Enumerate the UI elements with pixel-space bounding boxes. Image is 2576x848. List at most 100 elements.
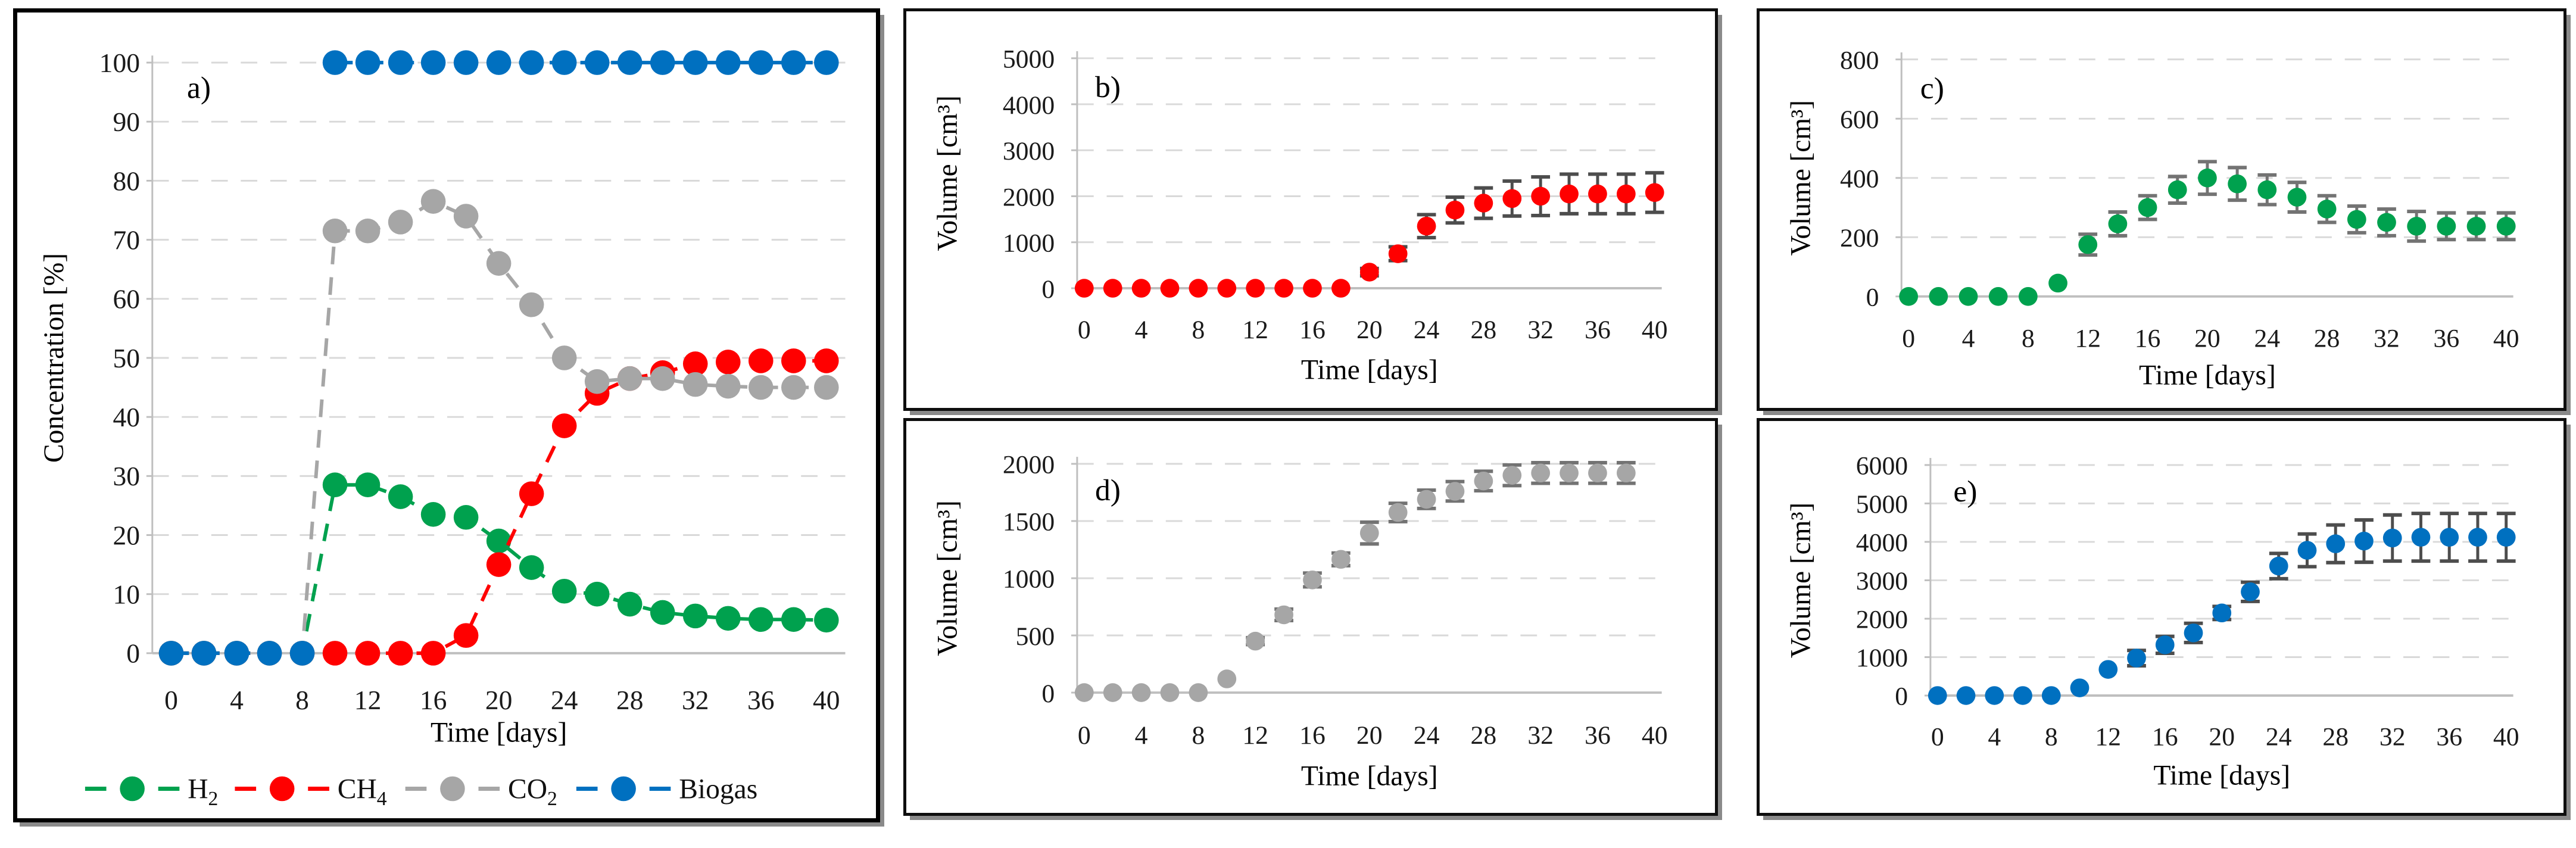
svg-text:0: 0 [1895,682,1908,711]
svg-text:Concentration [%]: Concentration [%] [39,253,70,463]
svg-text:0: 0 [1866,283,1879,312]
svg-text:12: 12 [2095,723,2121,752]
svg-text:30: 30 [113,461,140,491]
svg-text:e): e) [1953,475,1977,509]
svg-text:H2: H2 [188,774,218,810]
svg-text:4: 4 [1962,325,1975,353]
svg-text:3000: 3000 [1856,567,1908,596]
svg-text:24: 24 [551,685,578,715]
svg-text:Time [days]: Time [days] [2153,760,2290,791]
svg-text:Time [days]: Time [days] [1301,355,1438,386]
svg-text:100: 100 [99,48,140,78]
svg-text:8: 8 [295,685,309,715]
svg-text:70: 70 [113,225,140,255]
svg-text:40: 40 [113,402,140,432]
svg-text:4: 4 [1988,723,2001,752]
svg-text:8: 8 [2022,325,2035,353]
svg-text:1000: 1000 [1856,644,1908,672]
svg-text:0: 0 [164,685,178,715]
svg-text:20: 20 [2209,723,2235,752]
chart-e-volume-svg: 0 1000 2000 3000 4000 5000 6000 0 4 8 12 16 20 24 28 32… [1785,452,2519,791]
svg-text:36: 36 [2436,723,2462,752]
chart-c-volume-svg: 0 200 400 600 800 0 4 8 12 16 20 24 28 32 36 40 c) Volume… [1785,46,2519,391]
svg-text:20: 20 [485,685,513,715]
panel-a-gas-concentration: 0 10 20 30 40 50 60 70 80 90 100 0 4 8 12 16 20 24 28 32 36 4… [13,8,880,822]
svg-text:36: 36 [1585,721,1611,750]
svg-text:b): b) [1095,70,1121,104]
svg-text:8: 8 [1192,721,1205,750]
svg-text:12: 12 [354,685,382,715]
svg-text:2000: 2000 [1003,183,1055,211]
chart-b-volume-svg: 0 1000 2000 3000 4000 5000 0 4 8 12 16 20 24 28 32 36 40… [932,45,1667,386]
svg-text:1000: 1000 [1003,229,1055,258]
svg-text:24: 24 [1414,316,1440,344]
svg-text:16: 16 [2152,723,2178,752]
svg-text:6000: 6000 [1856,452,1908,481]
svg-text:c): c) [1920,71,1944,105]
svg-text:Time [days]: Time [days] [1301,761,1438,792]
svg-text:4: 4 [1135,316,1148,344]
svg-text:d): d) [1095,473,1121,507]
svg-text:28: 28 [2314,325,2340,353]
svg-text:28: 28 [1471,721,1497,750]
svg-text:Volume [cm³]: Volume [cm³] [1785,503,1816,658]
svg-text:28: 28 [2322,723,2349,752]
svg-text:40: 40 [1642,721,1668,750]
svg-text:4: 4 [1135,721,1148,750]
svg-text:32: 32 [2379,723,2406,752]
svg-text:40: 40 [813,685,840,715]
svg-text:80: 80 [113,166,140,196]
panel-c-hydrogen-volume: 0 200 400 600 800 0 4 8 12 16 20 24 28 32 36 40 c) Volume… [1757,8,2566,411]
svg-text:20: 20 [2194,325,2221,353]
panel-b-methane-volume: 0 1000 2000 3000 4000 5000 0 4 8 12 16 20 24 28 32 36 40… [903,8,1718,411]
svg-text:12: 12 [1242,316,1268,344]
svg-text:0: 0 [1078,721,1091,750]
svg-text:16: 16 [1299,721,1326,750]
svg-text:CO2: CO2 [508,774,557,810]
svg-text:3000: 3000 [1003,137,1055,166]
svg-text:24: 24 [1414,721,1440,750]
svg-text:5000: 5000 [1856,490,1908,519]
panel-d-co2-volume: 0 500 1000 1500 2000 0 4 8 12 16 20 24 28 32 36 40 d) Vol… [903,418,1718,816]
svg-text:32: 32 [1527,316,1554,344]
svg-text:8: 8 [1192,316,1205,344]
svg-text:32: 32 [682,685,709,715]
svg-text:12: 12 [2075,325,2101,353]
svg-text:8: 8 [2045,723,2058,752]
svg-text:Volume [cm³]: Volume [cm³] [932,500,963,656]
svg-text:CH4: CH4 [338,774,387,810]
svg-text:1500: 1500 [1003,508,1055,537]
svg-text:Time [days]: Time [days] [2139,360,2276,391]
svg-text:0: 0 [1931,723,1944,752]
panel-e-biogas-volume: 0 1000 2000 3000 4000 5000 6000 0 4 8 12 16 20 24 28 32… [1757,418,2566,816]
svg-text:36: 36 [2434,325,2460,353]
svg-text:Time [days]: Time [days] [431,717,567,748]
svg-text:20: 20 [1356,316,1383,344]
svg-text:24: 24 [2266,723,2292,752]
svg-text:a): a) [187,71,211,105]
svg-text:2000: 2000 [1856,606,1908,634]
svg-text:20: 20 [113,520,140,550]
svg-text:Volume [cm³]: Volume [cm³] [932,95,963,251]
svg-text:5000: 5000 [1003,45,1055,74]
chart-d-volume-svg: 0 500 1000 1500 2000 0 4 8 12 16 20 24 28 32 36 40 d) Vol… [932,451,1668,792]
svg-text:16: 16 [420,685,447,715]
svg-text:40: 40 [2493,723,2519,752]
svg-text:4: 4 [230,685,244,715]
chart-a-concentration-svg: 0 10 20 30 40 50 60 70 80 90 100 0 4 8 12 16 20 24 28 32 36 4… [39,48,846,810]
svg-text:40: 40 [2493,325,2519,353]
svg-text:400: 400 [1840,165,1879,194]
svg-text:12: 12 [1242,721,1268,750]
svg-text:500: 500 [1016,622,1055,651]
svg-text:36: 36 [1585,316,1611,344]
svg-text:800: 800 [1840,46,1879,75]
svg-text:32: 32 [2374,325,2400,353]
svg-text:2000: 2000 [1003,451,1055,479]
svg-text:32: 32 [1527,721,1554,750]
svg-text:24: 24 [2254,325,2280,353]
svg-text:4000: 4000 [1856,529,1908,557]
svg-text:36: 36 [747,685,775,715]
svg-text:600: 600 [1840,105,1879,134]
svg-text:1000: 1000 [1003,565,1055,594]
svg-text:200: 200 [1840,224,1879,252]
